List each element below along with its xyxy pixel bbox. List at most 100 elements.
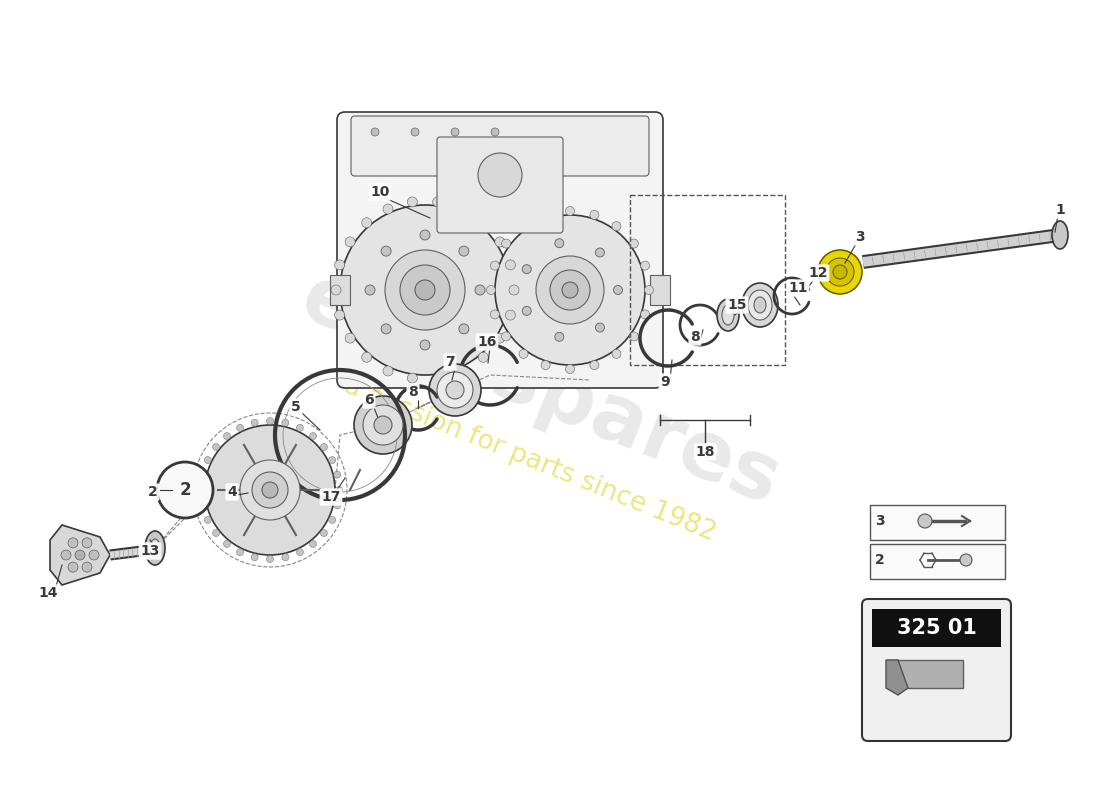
Circle shape bbox=[381, 324, 392, 334]
Circle shape bbox=[223, 433, 231, 439]
Circle shape bbox=[918, 514, 932, 528]
Text: 18: 18 bbox=[695, 445, 715, 459]
Text: 3: 3 bbox=[876, 514, 884, 528]
Circle shape bbox=[491, 128, 499, 136]
Circle shape bbox=[236, 424, 243, 431]
Text: eurospares: eurospares bbox=[289, 258, 791, 522]
Circle shape bbox=[550, 270, 590, 310]
Circle shape bbox=[478, 352, 488, 362]
Circle shape bbox=[459, 324, 469, 334]
Circle shape bbox=[205, 425, 336, 555]
Ellipse shape bbox=[145, 531, 165, 565]
Circle shape bbox=[329, 517, 336, 523]
Circle shape bbox=[429, 364, 481, 416]
Circle shape bbox=[612, 350, 620, 358]
Circle shape bbox=[320, 530, 328, 537]
Circle shape bbox=[495, 237, 505, 247]
Text: a passion for parts since 1982: a passion for parts since 1982 bbox=[340, 374, 719, 546]
Circle shape bbox=[329, 457, 336, 463]
Circle shape bbox=[345, 237, 355, 247]
Text: 13: 13 bbox=[141, 544, 160, 558]
Circle shape bbox=[383, 204, 393, 214]
Circle shape bbox=[522, 306, 531, 315]
Bar bbox=[870, 544, 1005, 579]
Text: 1: 1 bbox=[1055, 203, 1065, 217]
Circle shape bbox=[240, 460, 300, 520]
Text: 9: 9 bbox=[660, 375, 670, 389]
Circle shape bbox=[89, 550, 99, 560]
Circle shape bbox=[198, 486, 205, 494]
Text: 5: 5 bbox=[292, 400, 301, 414]
Text: 7: 7 bbox=[446, 355, 454, 369]
Ellipse shape bbox=[1052, 221, 1068, 249]
Circle shape bbox=[565, 206, 574, 215]
Ellipse shape bbox=[354, 396, 412, 454]
Circle shape bbox=[432, 373, 442, 383]
Circle shape bbox=[309, 541, 317, 547]
Ellipse shape bbox=[748, 290, 772, 320]
Circle shape bbox=[383, 366, 393, 376]
Circle shape bbox=[223, 541, 231, 547]
Circle shape bbox=[478, 153, 522, 197]
Circle shape bbox=[590, 361, 598, 370]
Text: 10: 10 bbox=[371, 185, 389, 199]
Circle shape bbox=[491, 310, 499, 319]
Ellipse shape bbox=[363, 405, 403, 445]
Circle shape bbox=[296, 549, 304, 556]
Circle shape bbox=[432, 197, 442, 207]
Circle shape bbox=[365, 285, 375, 295]
Text: 3: 3 bbox=[855, 230, 865, 244]
Bar bbox=[330, 275, 350, 305]
FancyBboxPatch shape bbox=[337, 112, 663, 388]
FancyBboxPatch shape bbox=[862, 599, 1011, 741]
Text: 4: 4 bbox=[227, 485, 236, 499]
Circle shape bbox=[334, 260, 344, 270]
Circle shape bbox=[541, 210, 550, 219]
Circle shape bbox=[75, 550, 85, 560]
Circle shape bbox=[400, 265, 450, 315]
Text: 14: 14 bbox=[39, 586, 57, 600]
Ellipse shape bbox=[374, 416, 392, 434]
Circle shape bbox=[252, 472, 288, 508]
Ellipse shape bbox=[722, 305, 734, 325]
Circle shape bbox=[205, 517, 211, 523]
Circle shape bbox=[68, 538, 78, 548]
Text: 12: 12 bbox=[808, 266, 827, 280]
Text: 15: 15 bbox=[727, 298, 747, 312]
Text: 2: 2 bbox=[148, 485, 158, 499]
Circle shape bbox=[590, 210, 598, 219]
Text: 325 01: 325 01 bbox=[896, 618, 977, 638]
Circle shape bbox=[833, 265, 847, 279]
Circle shape bbox=[82, 562, 92, 572]
Circle shape bbox=[536, 256, 604, 324]
Circle shape bbox=[296, 424, 304, 431]
Circle shape bbox=[362, 218, 372, 228]
Circle shape bbox=[199, 502, 206, 509]
Circle shape bbox=[554, 238, 564, 248]
Circle shape bbox=[614, 286, 623, 294]
Circle shape bbox=[645, 286, 653, 294]
Circle shape bbox=[212, 530, 220, 537]
Circle shape bbox=[446, 381, 464, 399]
Circle shape bbox=[407, 197, 417, 207]
Text: 17: 17 bbox=[321, 490, 341, 504]
Circle shape bbox=[320, 443, 328, 450]
Circle shape bbox=[505, 310, 516, 320]
Circle shape bbox=[282, 554, 289, 561]
Circle shape bbox=[309, 433, 317, 439]
Circle shape bbox=[362, 352, 372, 362]
Circle shape bbox=[491, 261, 499, 270]
Circle shape bbox=[826, 258, 854, 286]
Circle shape bbox=[333, 471, 341, 478]
Bar bbox=[888, 660, 962, 688]
Circle shape bbox=[411, 128, 419, 136]
Bar bbox=[650, 275, 670, 305]
Circle shape bbox=[451, 128, 459, 136]
Circle shape bbox=[505, 260, 516, 270]
Circle shape bbox=[554, 332, 564, 342]
Polygon shape bbox=[50, 525, 110, 585]
Circle shape bbox=[495, 215, 645, 365]
Text: 6: 6 bbox=[364, 393, 374, 407]
Circle shape bbox=[629, 332, 638, 341]
Circle shape bbox=[251, 554, 258, 561]
